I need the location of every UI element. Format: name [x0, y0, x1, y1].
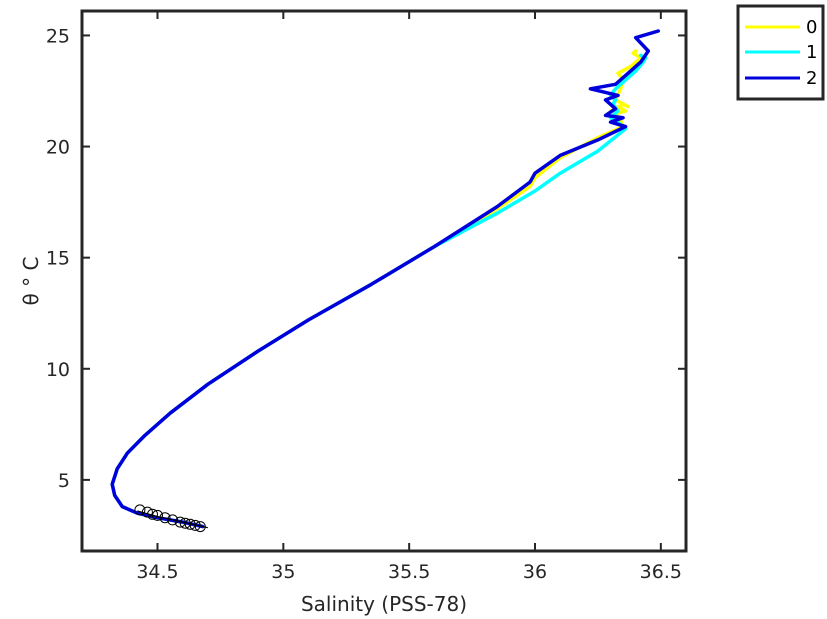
- data-marker: [184, 518, 196, 530]
- x-tick-label: 36.5: [640, 561, 682, 583]
- y-tick-label: 10: [46, 359, 70, 381]
- data-marker: [167, 514, 179, 526]
- data-marker: [194, 521, 206, 533]
- plot-frame: [80, 9, 688, 553]
- x-tick-label: 36: [523, 561, 547, 583]
- data-marker: [159, 512, 171, 524]
- y-tick-label: 5: [58, 470, 70, 492]
- y-tick-label: 15: [46, 248, 70, 270]
- series-line-2: [110, 29, 661, 529]
- x-axis: 34.5 35 35.5 36 36.5: [136, 11, 682, 583]
- x-tick-label: 34.5: [136, 561, 178, 583]
- data-marker: [152, 509, 163, 521]
- y-axis-label: θ ° C: [19, 257, 43, 306]
- y-tick-label: 25: [46, 25, 70, 47]
- legend-label-1: 1: [806, 42, 817, 63]
- y-tick-label: 20: [46, 137, 70, 159]
- series-line-1: [110, 53, 648, 529]
- x-tick-label: 35.5: [388, 561, 430, 583]
- series-line-0: [110, 49, 643, 529]
- x-axis-label: Salinity (PSS-78): [301, 592, 467, 616]
- legend: 0 1 2: [736, 4, 825, 101]
- data-marker: [141, 506, 153, 518]
- plot-area: [110, 29, 661, 533]
- legend-label-0: 0: [806, 17, 817, 38]
- data-marker: [134, 504, 146, 516]
- legend-label-2: 2: [806, 68, 817, 89]
- y-axis: 5 10 15 20 25: [46, 25, 686, 492]
- data-marker: [189, 519, 201, 531]
- x-tick-label: 35: [271, 561, 295, 583]
- data-marker: [147, 508, 158, 520]
